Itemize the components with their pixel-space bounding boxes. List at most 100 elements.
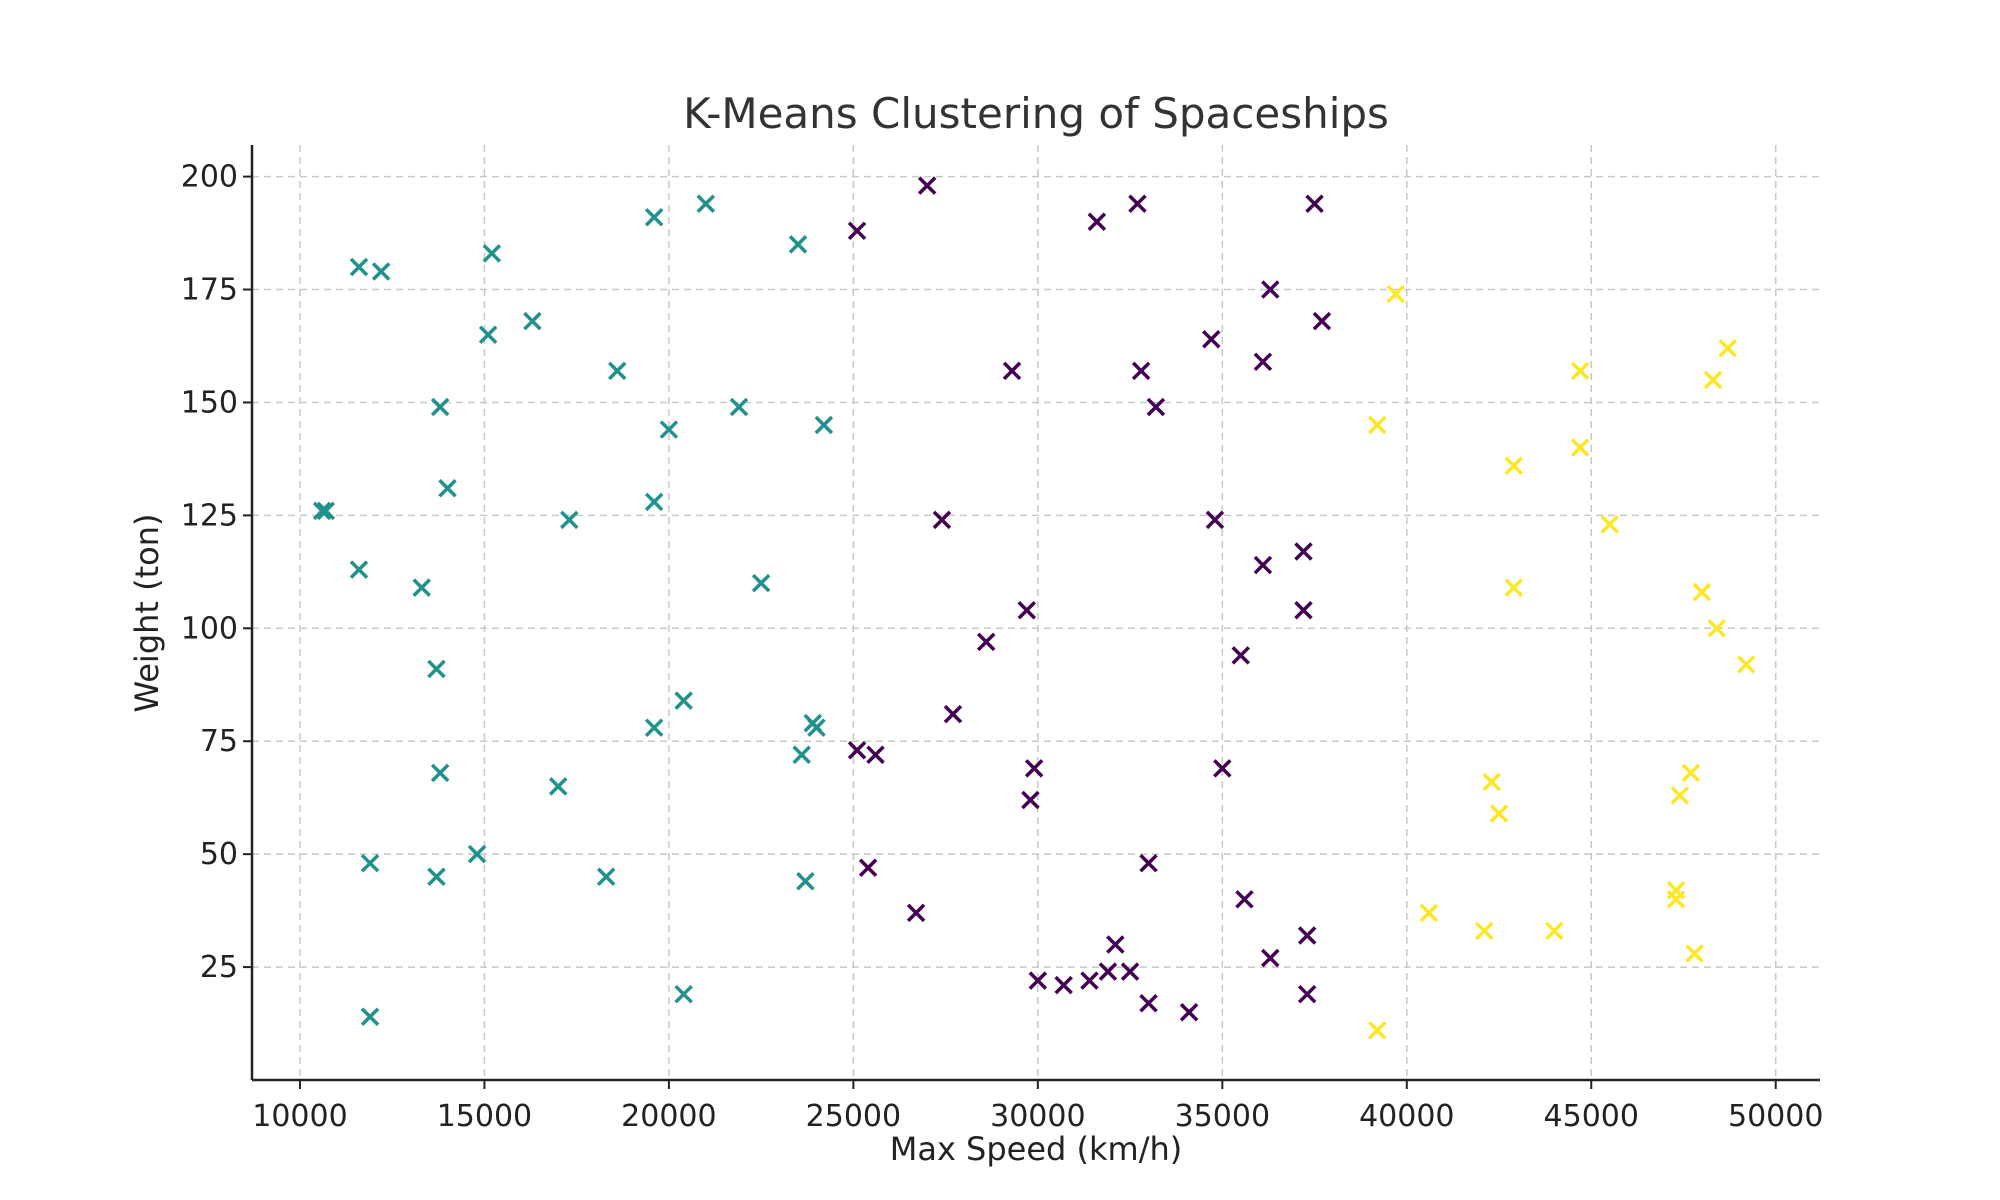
- cluster-3-point: [1419, 903, 1439, 923]
- cluster-1-point: [349, 560, 369, 579]
- cluster-1-point: [349, 257, 369, 277]
- cluster-3-point: [1368, 1021, 1387, 1040]
- cluster-1-point: [548, 777, 568, 796]
- y-tick-label: 150: [181, 385, 238, 420]
- cluster-1-point: [608, 361, 627, 381]
- cluster-3-point: [1685, 944, 1704, 963]
- cluster-1-point: [596, 867, 616, 886]
- cluster-3-point: [1475, 921, 1494, 941]
- cluster-2-point: [866, 745, 885, 765]
- cluster-2-point: [1235, 890, 1254, 909]
- cluster-3-point: [1545, 921, 1564, 941]
- x-tick-label: 50000: [1728, 1099, 1823, 1134]
- cluster-2-point: [1087, 212, 1107, 232]
- cluster-1-point: [560, 510, 579, 530]
- cluster-1-point: [478, 325, 498, 344]
- cluster-1-point: [438, 479, 457, 498]
- y-axis-label: Weight (ton): [128, 513, 166, 712]
- x-tick-label: 10000: [252, 1099, 347, 1134]
- cluster-2-point: [1080, 971, 1099, 990]
- grid-lines: [252, 145, 1820, 1080]
- cluster-3-point: [1482, 772, 1501, 792]
- x-axis-label: Max Speed (km/h): [890, 1130, 1183, 1168]
- cluster-2-point: [976, 632, 996, 652]
- cluster-3-point: [1570, 438, 1590, 457]
- cluster-1-point: [371, 262, 391, 281]
- cluster-2-point: [1146, 397, 1166, 417]
- cluster-1-point: [644, 208, 664, 227]
- cluster-1-point: [427, 867, 446, 886]
- cluster-3-point: [1707, 619, 1726, 638]
- y-tick-label: 100: [181, 611, 238, 646]
- cluster-2-point: [1294, 601, 1313, 620]
- cluster-2-point: [1028, 971, 1048, 990]
- cluster-1-point: [430, 763, 450, 783]
- cluster-1-point: [788, 235, 808, 254]
- y-tick-label: 175: [181, 273, 238, 308]
- cluster-1-point: [430, 397, 450, 417]
- x-ticks: 10000 15000 20000 25000 30000 35000 40000 45000…: [252, 1080, 1823, 1134]
- cluster-2-point: [906, 903, 926, 923]
- cluster-2-point: [1253, 555, 1273, 575]
- cluster-2-point: [1054, 975, 1073, 995]
- cluster-2-point: [1297, 984, 1317, 1004]
- cluster-2-point: [1139, 993, 1158, 1013]
- x-tick-label: 45000: [1544, 1099, 1639, 1134]
- cluster-1-point: [729, 397, 749, 417]
- cluster-2-point: [1261, 948, 1280, 968]
- cluster-1-point: [467, 844, 487, 864]
- y-ticks: 25 50 75 100 125 150 175 200: [181, 160, 252, 985]
- cluster-2-point: [1021, 790, 1040, 810]
- cluster-1-point: [807, 718, 826, 737]
- cluster-1-point: [674, 691, 693, 710]
- cluster-2-point: [1213, 759, 1232, 778]
- chart-title: K-Means Clustering of Spaceships: [683, 89, 1389, 138]
- cluster-3-point: [1600, 515, 1619, 534]
- cluster-3-point: [1718, 339, 1737, 358]
- cluster-1-point: [644, 718, 664, 737]
- cluster-2-point: [943, 704, 963, 724]
- cluster-2-point: [1120, 962, 1140, 981]
- cluster-2-point: [1024, 759, 1044, 778]
- x-tick-label: 40000: [1359, 1099, 1454, 1134]
- cluster-2-point: [1294, 542, 1313, 561]
- cluster-2-point: [1106, 935, 1125, 954]
- y-tick-label: 200: [181, 160, 238, 195]
- cluster-1-point: [751, 573, 771, 593]
- cluster-3-point: [1681, 763, 1701, 783]
- cluster-2-point: [917, 176, 937, 195]
- y-tick-label: 50: [200, 837, 238, 872]
- cluster-2-point: [1297, 926, 1317, 945]
- cluster-2-point: [1179, 1003, 1199, 1022]
- cluster-1-point: [427, 659, 446, 679]
- cluster-2-point: [1139, 853, 1158, 873]
- cluster-1-point: [696, 194, 716, 213]
- cluster-2-point: [858, 858, 878, 877]
- cluster-2-point: [1253, 352, 1273, 372]
- cluster-2-point: [1205, 510, 1225, 530]
- cluster-2-point: [1002, 361, 1022, 381]
- cluster-2-point: [1098, 962, 1118, 981]
- cluster-3-point: [1489, 804, 1509, 823]
- cluster-2-point: [1017, 601, 1037, 620]
- cluster-1-point: [792, 745, 811, 765]
- cluster-2-point: [1231, 646, 1250, 665]
- cluster-2-point: [932, 510, 952, 530]
- cluster-1-point: [814, 415, 834, 435]
- x-tick-label: 20000: [621, 1099, 716, 1134]
- cluster-1-point: [523, 311, 542, 331]
- cluster-1-point: [482, 244, 502, 263]
- cluster-1-point: [360, 853, 380, 873]
- x-tick-label: 35000: [1175, 1099, 1270, 1134]
- cluster-3-point: [1570, 361, 1590, 381]
- cluster-3-point: [1703, 370, 1723, 390]
- y-tick-label: 75: [200, 724, 238, 759]
- cluster-3-point: [1670, 786, 1690, 805]
- cluster-3-point: [1368, 415, 1387, 435]
- cluster-1-point: [659, 420, 679, 439]
- cluster-2-point: [1128, 194, 1147, 213]
- x-tick-label: 30000: [990, 1099, 1085, 1134]
- y-tick-label: 125: [181, 498, 238, 533]
